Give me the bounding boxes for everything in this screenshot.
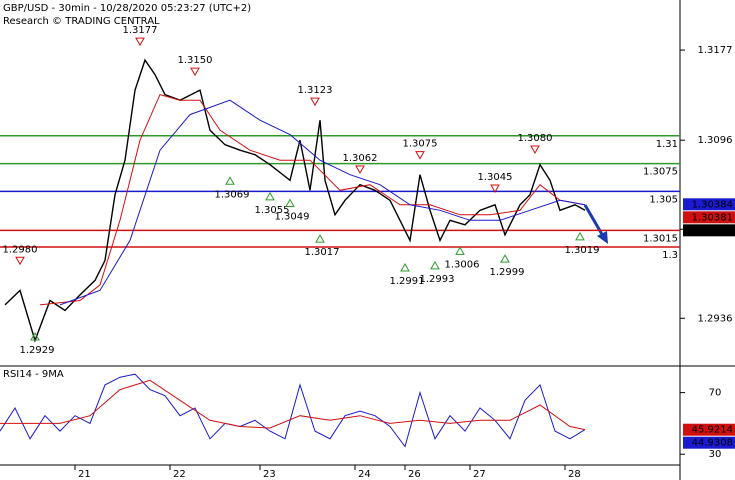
resistance-marker (530, 145, 540, 155)
resistance-marker (415, 151, 425, 160)
level-label: 1.3075 (643, 167, 678, 178)
support-label: 1.3017 (305, 247, 340, 258)
y-tick-label: 70 (709, 388, 722, 399)
x-tick-label: 28 (568, 469, 581, 480)
support-marker (500, 254, 510, 263)
support-marker (285, 198, 295, 208)
x-tick-label: 22 (173, 469, 186, 480)
support-label: 1.3069 (215, 189, 250, 200)
resistance-marker (490, 184, 500, 193)
last-value-box (683, 436, 735, 449)
resistance-marker (355, 165, 365, 175)
support-label: 1.3055 (255, 205, 290, 216)
support-label: 1.2929 (20, 345, 55, 356)
x-tick-label: 23 (263, 469, 276, 480)
last-value-label: 1.30381 (692, 212, 733, 223)
x-tick-label: 27 (473, 469, 486, 480)
last-value-label: 1.3033 (698, 225, 733, 236)
resistance-label: 1.3045 (478, 172, 513, 183)
last-value-box (683, 423, 735, 436)
resistance-label: 1.2980 (3, 244, 38, 255)
last-value-label: 45.9214 (692, 425, 733, 436)
support-marker (430, 260, 440, 270)
last-value-box (683, 211, 735, 224)
chart-title: GBP/USD - 30min - 10/28/2020 05:23:27 (U… (3, 3, 251, 14)
support-label: 1.3006 (445, 259, 480, 270)
level-label: 1.305 (649, 194, 678, 205)
last-value-box (683, 198, 735, 211)
support-marker (400, 263, 410, 272)
support-label: 1.3049 (275, 212, 310, 223)
resistance-marker (135, 37, 145, 47)
level-label: 1.31 (656, 139, 678, 150)
series-line (0, 373, 586, 448)
resistance-marker (190, 67, 200, 77)
support-label: 1.2991 (390, 276, 425, 287)
resistance-label: 1.3075 (403, 139, 438, 150)
level-label: 1.3 (662, 250, 678, 261)
support-marker (225, 176, 235, 185)
support-marker (455, 246, 465, 255)
support-marker (30, 332, 40, 341)
last-value-label: 1.30384 (692, 199, 733, 210)
support-marker (315, 234, 325, 243)
resistance-marker (310, 97, 320, 107)
y-tick-label: 1.3177 (698, 45, 733, 56)
series-line (59, 99, 586, 306)
resistance-marker (15, 256, 25, 266)
series-line (4, 58, 586, 343)
support-marker (265, 191, 275, 201)
support-label: 1.3019 (565, 245, 600, 256)
series-line (39, 94, 586, 306)
support-marker (575, 231, 585, 241)
x-tick-label: 26 (408, 469, 421, 480)
support-label: 1.2993 (420, 274, 455, 285)
y-tick-label: 30 (709, 449, 722, 460)
level-label: 1.3015 (643, 233, 678, 244)
resistance-label: 1.3080 (518, 133, 553, 144)
resistance-label: 1.3062 (343, 153, 378, 164)
x-tick-label: 24 (358, 469, 371, 480)
rsi-title: RSI14 - 9MA (3, 369, 64, 380)
last-value-box (683, 224, 735, 237)
last-value-label: 44.9308 (692, 438, 733, 449)
chart-subtitle: Research © TRADING CENTRAL (3, 16, 160, 27)
resistance-label: 1.3177 (123, 25, 158, 36)
y-tick-label: 1.2936 (698, 313, 733, 324)
series-line (0, 379, 586, 431)
y-tick-label: 1.3096 (698, 135, 733, 146)
resistance-label: 1.3123 (298, 85, 333, 96)
x-tick-label: 21 (78, 469, 91, 480)
support-label: 1.2999 (490, 267, 525, 278)
resistance-label: 1.3150 (178, 55, 213, 66)
forecast-arrow-head (597, 231, 608, 244)
